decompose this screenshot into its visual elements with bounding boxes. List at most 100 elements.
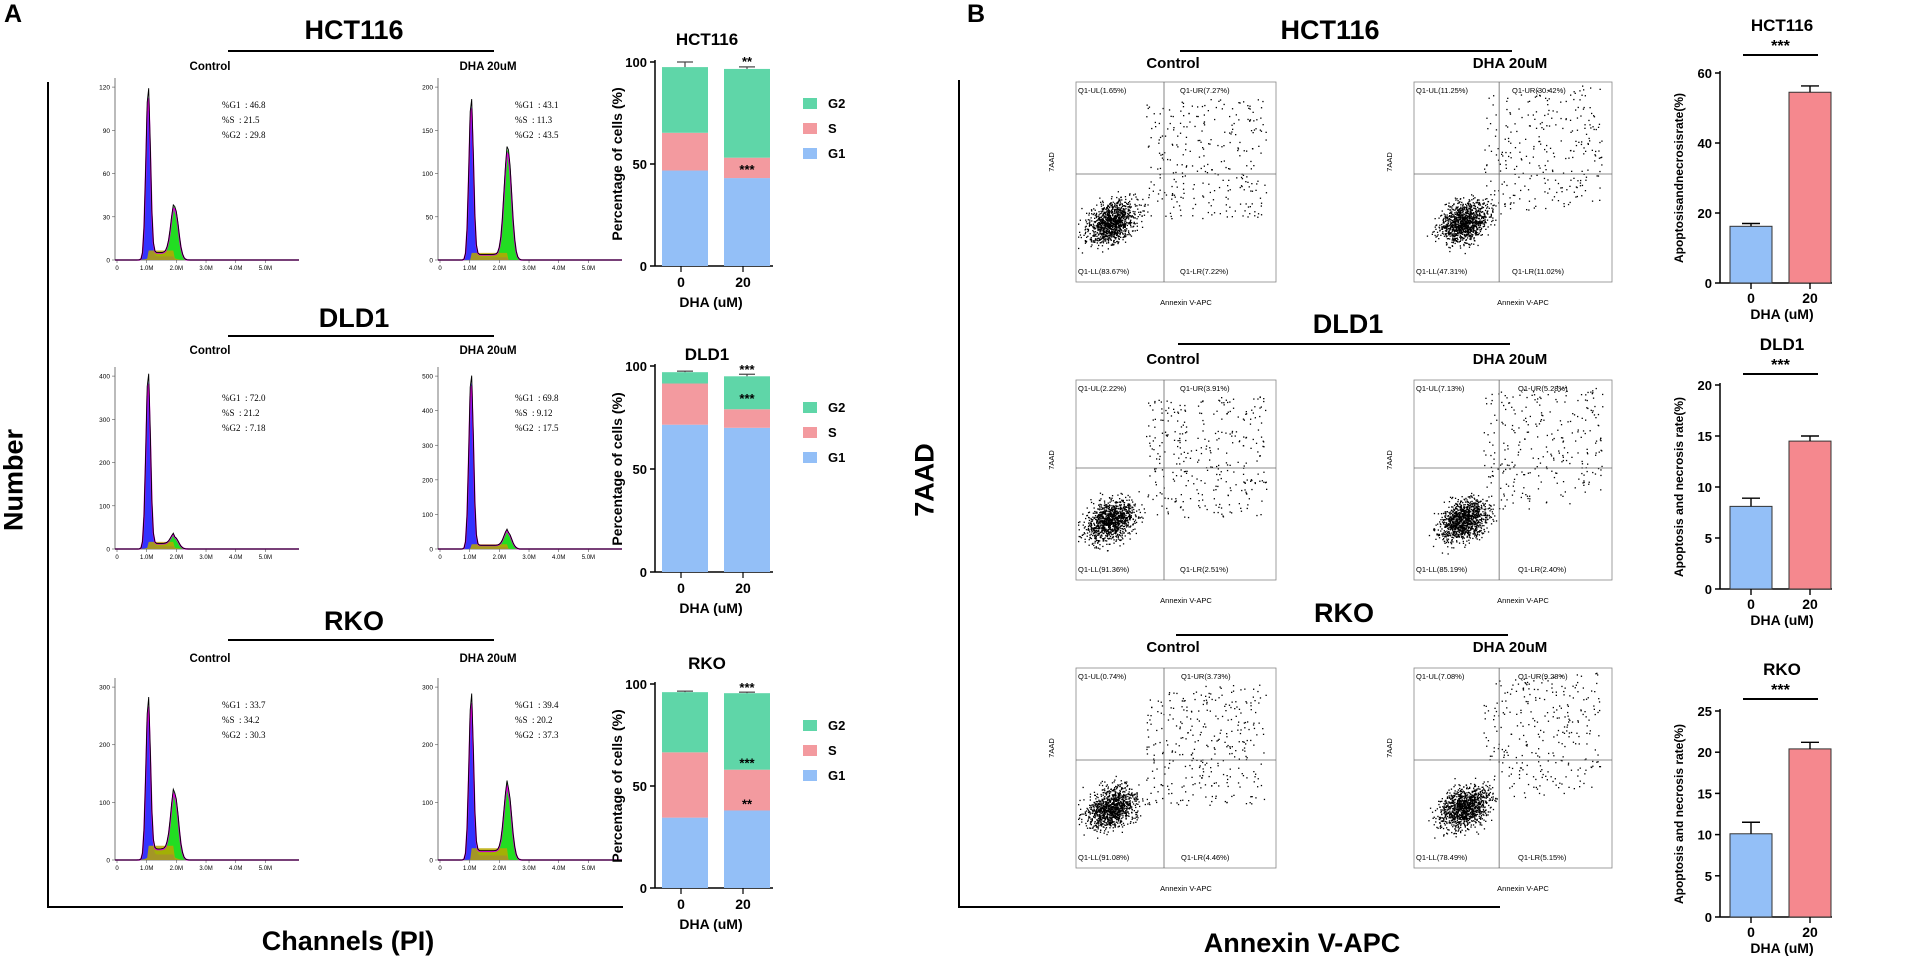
hist-y-tick-label: 200 (422, 477, 433, 484)
hist-y-tick-label: 50 (426, 214, 434, 221)
scatter-point (1171, 218, 1172, 219)
scatter-point (1131, 515, 1132, 516)
scatter-point (1171, 116, 1172, 117)
scatter-point (1581, 141, 1582, 142)
scatter-point (1176, 475, 1177, 476)
scatter-point (1119, 226, 1120, 227)
scatter-point (1461, 202, 1462, 203)
hist-x-tick-label: 1.0M (463, 866, 476, 872)
scatter-point (1208, 143, 1209, 144)
scatter-point (1108, 508, 1109, 509)
scatter-point (1155, 471, 1156, 472)
scatter-point (1208, 184, 1209, 185)
scatter-point (1171, 199, 1172, 200)
significance-stars: ** (742, 54, 753, 69)
scatter-point (1231, 436, 1232, 437)
scatter-point (1089, 517, 1090, 518)
scatter-point (1096, 530, 1097, 531)
scatter-point (1121, 217, 1122, 218)
scatter-point (1479, 227, 1480, 228)
scatter-point (1120, 535, 1121, 536)
scatter-point (1094, 232, 1095, 233)
stacked-chart-title: RKO (688, 654, 726, 673)
scatter-point (1443, 219, 1444, 220)
scatter-point (1467, 222, 1468, 223)
scatter-point (1103, 242, 1104, 243)
scatter-point (1472, 210, 1473, 211)
scatter-point (1119, 545, 1120, 546)
scatter-point (1468, 213, 1469, 214)
scatter-point (1111, 510, 1112, 511)
scatter-point (1171, 216, 1172, 217)
scatter-point (1107, 236, 1108, 237)
scatter-point (1480, 219, 1481, 220)
scatter-point (1201, 447, 1202, 448)
scatter-point (1128, 522, 1129, 523)
scatter-point (1509, 112, 1510, 113)
hist-x-tick-label: 1.0M (463, 266, 476, 272)
scatter-point (1120, 201, 1121, 202)
scatter-point (1180, 197, 1181, 198)
scatter-point (1128, 230, 1129, 231)
scatter-point (1109, 231, 1110, 232)
scatter-point (1485, 506, 1486, 507)
scatter-point (1109, 207, 1110, 208)
scatter-point (1108, 235, 1109, 236)
scatter-point (1109, 215, 1110, 216)
scatter-point (1446, 216, 1447, 217)
scatter-point (1485, 199, 1486, 200)
scatter-point (1173, 129, 1174, 130)
scatter-point (1265, 482, 1266, 483)
scatter-point (1551, 471, 1552, 472)
scatter-point (1549, 188, 1550, 189)
scatter-point (1534, 207, 1535, 208)
scatter-point (1107, 511, 1108, 512)
scatter-point (1441, 513, 1442, 514)
scatter-point (1157, 201, 1158, 202)
scatter-point (1161, 506, 1162, 507)
scatter-point (1180, 506, 1181, 507)
scatter-point (1224, 404, 1225, 405)
scatter-point (1098, 519, 1099, 520)
scatter-point (1100, 493, 1101, 494)
scatter-point (1094, 517, 1095, 518)
scatter-point (1462, 223, 1463, 224)
scatter-point (1100, 537, 1101, 538)
scatter-point (1129, 511, 1130, 512)
scatter-point (1113, 506, 1114, 507)
scatter-point (1451, 234, 1452, 235)
scatter-point (1446, 229, 1447, 230)
scatter-point (1199, 507, 1200, 508)
scatter-point (1454, 210, 1455, 211)
scatter-point (1118, 529, 1119, 530)
scatter-point (1165, 216, 1166, 217)
scatter-point (1243, 101, 1244, 102)
scatter-point (1111, 226, 1112, 227)
scatter-point (1250, 419, 1251, 420)
scatter-point (1479, 229, 1480, 230)
scatter-point (1116, 221, 1117, 222)
scatter-point (1101, 530, 1102, 531)
scatter-point (1131, 517, 1132, 518)
scatter-point (1091, 534, 1092, 535)
significance-stars: *** (739, 162, 755, 177)
scatter-point (1580, 182, 1581, 183)
scatter-point (1457, 231, 1458, 232)
scatter-point (1142, 215, 1143, 216)
scatter-point (1449, 216, 1450, 217)
scatter-point (1095, 537, 1096, 538)
scatter-point (1107, 530, 1108, 531)
scatter-point (1224, 160, 1225, 161)
scatter-point (1461, 215, 1462, 216)
scatter-point (1583, 147, 1584, 148)
scatter-point (1515, 147, 1516, 148)
scatter-point (1257, 181, 1258, 182)
scatter-point (1473, 224, 1474, 225)
scatter-point (1119, 199, 1120, 200)
scatter-point (1138, 517, 1139, 518)
scatter-point (1551, 433, 1552, 434)
scatter-point (1161, 413, 1162, 414)
scatter-point (1146, 116, 1147, 117)
scatter-point (1534, 119, 1535, 120)
scatter-point (1182, 102, 1183, 103)
